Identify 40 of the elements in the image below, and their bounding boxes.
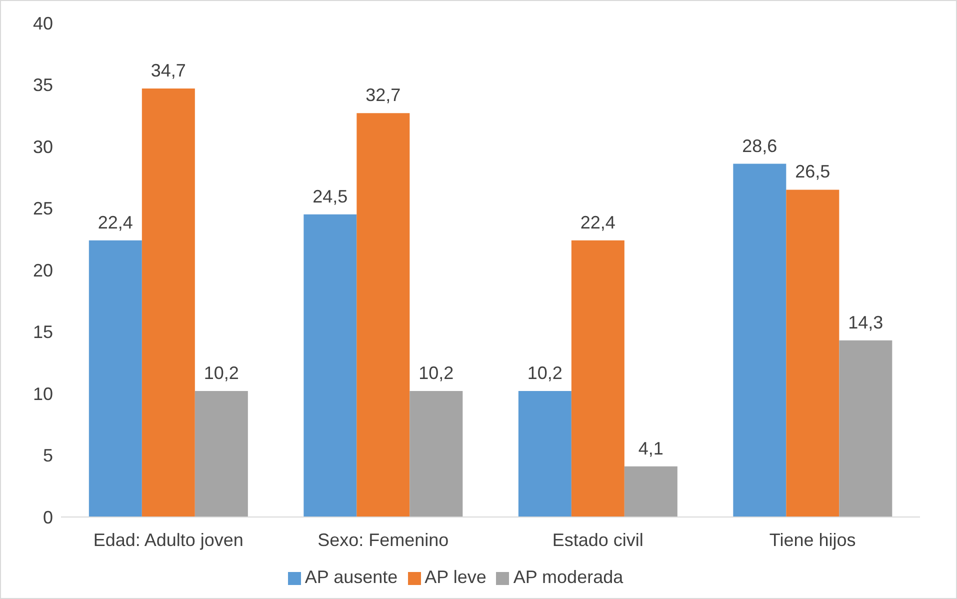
y-tick-label: 10: [32, 384, 53, 404]
bar: [142, 88, 195, 517]
bar: [410, 391, 463, 517]
data-label: 28,6: [742, 136, 778, 156]
legend-label: AP moderada: [513, 567, 624, 587]
bar: [304, 214, 357, 517]
data-label: 4,1: [638, 438, 664, 458]
bar: [194, 391, 248, 517]
y-tick-label: 0: [42, 507, 53, 528]
y-tick-label: 20: [32, 260, 53, 280]
y-tick-label: 35: [32, 75, 53, 96]
data-label: 24,5: [312, 186, 348, 206]
y-tick-label: 40: [32, 13, 53, 34]
x-tick-label: Tiene hijos: [769, 530, 856, 550]
data-label: 22,4: [98, 212, 133, 232]
y-tick-label: 5: [42, 446, 53, 466]
bar: [786, 190, 840, 517]
y-tick-label: 15: [32, 322, 53, 342]
x-tick-label: Edad: Adulto joven: [93, 530, 244, 550]
data-label: 10,2: [418, 363, 454, 384]
bar: [839, 340, 892, 517]
data-label: 26,5: [795, 162, 830, 182]
legend-label: AP leve: [424, 567, 486, 587]
bar: [571, 240, 624, 517]
data-label: 10,2: [204, 363, 239, 384]
y-tick-label: 30: [32, 136, 53, 157]
bar: [733, 164, 786, 517]
bar: [518, 391, 572, 517]
bar: [356, 113, 410, 517]
legend-label: AP ausente: [304, 567, 398, 587]
x-tick-label: Estado civil: [552, 530, 644, 550]
data-label: 32,7: [366, 85, 401, 106]
bar: [88, 240, 142, 517]
data-label: 10,2: [527, 363, 562, 384]
y-tick-label: 25: [32, 198, 53, 219]
x-tick-label: Sexo: Femenino: [318, 530, 449, 550]
data-label: 34,7: [150, 60, 186, 80]
data-label: 14,3: [848, 312, 884, 332]
data-label: 22,4: [580, 212, 616, 232]
bar: [624, 466, 678, 517]
